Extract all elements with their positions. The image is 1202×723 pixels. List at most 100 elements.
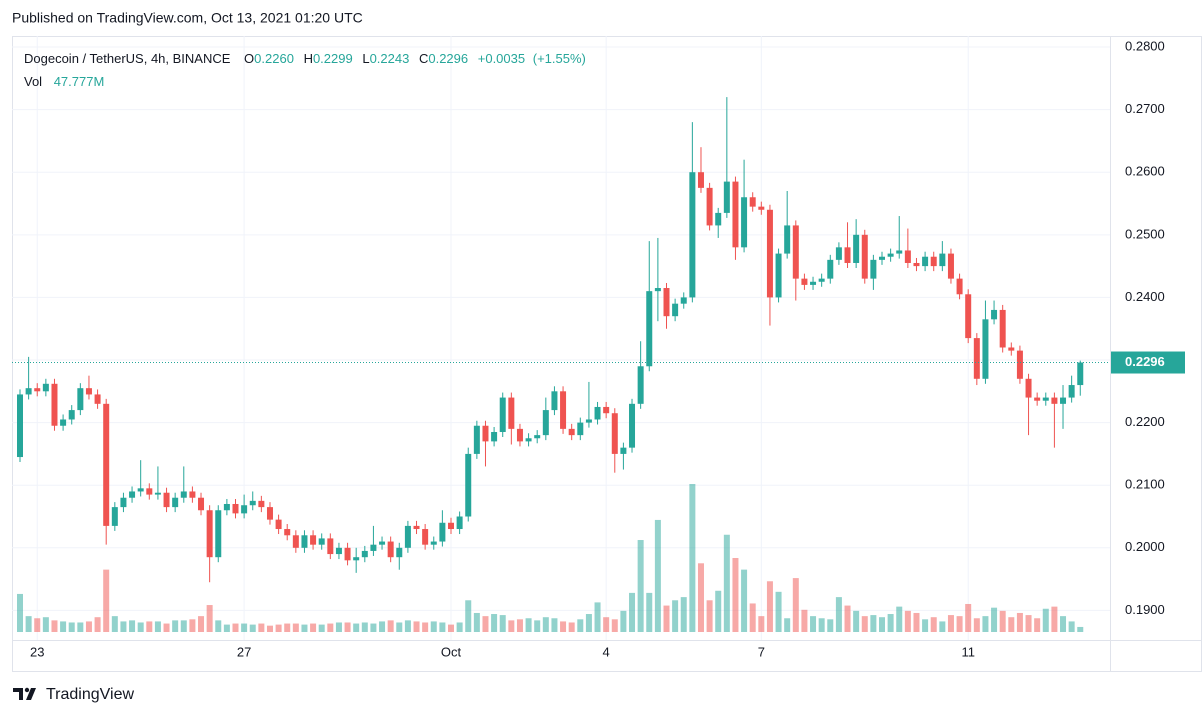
- candle-body: [301, 535, 308, 548]
- candle-body: [810, 281, 817, 285]
- y-tick-label: 0.2600: [1125, 164, 1165, 179]
- volume-bar: [456, 622, 463, 632]
- candle-body: [913, 262, 920, 267]
- volume-bar: [646, 592, 653, 632]
- volume-bar: [189, 619, 196, 632]
- candle-body: [206, 510, 213, 558]
- candle-body: [620, 447, 627, 454]
- candle-body: [103, 403, 110, 526]
- candles: [17, 97, 1084, 583]
- candle-body: [241, 505, 248, 514]
- candle-body: [775, 253, 782, 298]
- volume-bar: [129, 620, 136, 632]
- candle-body: [335, 547, 342, 555]
- candle-body: [154, 492, 161, 495]
- candle-body: [1008, 347, 1015, 351]
- legend-value: 0.2243: [370, 51, 410, 66]
- volume-bar: [956, 616, 963, 632]
- volume-bar: [1034, 618, 1041, 632]
- candle-body: [172, 497, 179, 508]
- x-tick-label: 23: [30, 644, 44, 659]
- candle-body: [991, 309, 998, 320]
- volume-bar: [965, 603, 972, 632]
- legend-value: 0.2296: [428, 51, 468, 66]
- candle-body: [198, 497, 205, 511]
- volume-bar: [292, 623, 299, 632]
- volume-bar: [1016, 612, 1023, 632]
- candle-body: [861, 234, 868, 279]
- volume-bar: [465, 600, 472, 632]
- volume-bar: [353, 623, 360, 632]
- candle-body: [870, 259, 877, 279]
- brand-name: TradingView: [46, 686, 134, 703]
- volume-bar: [879, 617, 885, 632]
- candle-body: [982, 319, 989, 379]
- volume-bar: [249, 624, 256, 632]
- volume-bar: [275, 624, 282, 632]
- candle-body: [534, 435, 541, 439]
- candle-body: [17, 394, 23, 458]
- brand-logo: [13, 687, 36, 700]
- volume-bar: [413, 621, 420, 632]
- candle-body: [956, 278, 963, 295]
- volume-bar: [25, 616, 32, 632]
- y-tick-label: 0.2500: [1125, 226, 1165, 241]
- candle-body: [999, 309, 1006, 348]
- volume-bar: [835, 597, 842, 632]
- volume-bar: [310, 623, 317, 632]
- candle-body: [577, 422, 584, 436]
- volume-bar: [266, 625, 273, 632]
- volume-bar: [198, 616, 205, 632]
- volume-bar: [163, 623, 170, 632]
- candle-body: [232, 503, 239, 514]
- candle-body: [568, 428, 575, 436]
- volume-bar: [887, 614, 894, 632]
- volume-bar: [448, 624, 454, 632]
- candle-body: [689, 172, 696, 298]
- volume-bar: [603, 617, 610, 632]
- candle-body: [42, 383, 49, 392]
- candle-body: [1051, 397, 1058, 404]
- volume-bar: [439, 622, 446, 632]
- volume-bar: [42, 617, 49, 632]
- y-tick-label: 0.2200: [1125, 414, 1165, 429]
- volume-bar: [318, 624, 325, 632]
- volume-bar: [991, 607, 998, 632]
- candle-body: [551, 391, 558, 411]
- volume-bar: [103, 569, 110, 632]
- volume-bar: [491, 614, 498, 632]
- candle-body: [465, 453, 472, 517]
- candle-body: [973, 338, 980, 379]
- candle-body: [766, 209, 773, 298]
- candle-body: [585, 419, 592, 423]
- candle-body: [448, 522, 454, 530]
- volume-bar: [172, 620, 179, 632]
- legend-key: C: [419, 51, 428, 66]
- candle-body: [310, 535, 317, 545]
- volume-bar: [154, 621, 161, 632]
- volume-bar: [732, 558, 739, 632]
- candle-body: [680, 297, 687, 304]
- volume-bar: [361, 622, 368, 632]
- candle-body: [723, 181, 730, 213]
- candle-body: [379, 541, 386, 545]
- change-value: +0.0035: [478, 51, 525, 66]
- volume-bar: [1051, 606, 1058, 632]
- volume-bar: [560, 621, 567, 632]
- legend-key: L: [362, 51, 369, 66]
- candle-body: [965, 294, 972, 339]
- legend-value: 0.2299: [313, 51, 353, 66]
- y-tick-label: 0.2100: [1125, 477, 1165, 492]
- candle-body: [370, 544, 377, 551]
- volume-bar: [525, 618, 532, 632]
- volume-bar: [241, 623, 248, 632]
- volume-bar: [335, 622, 342, 632]
- axes: 0.19000.20000.21000.22000.23000.24000.25…: [12, 38, 1185, 659]
- volume-bar: [594, 602, 601, 632]
- volume-bar: [422, 622, 429, 632]
- y-tick-label: 0.1900: [1125, 602, 1165, 617]
- candle-body: [404, 525, 411, 548]
- grid: [12, 36, 1110, 640]
- volume-bar: [482, 616, 489, 632]
- volume-bar: [801, 609, 808, 632]
